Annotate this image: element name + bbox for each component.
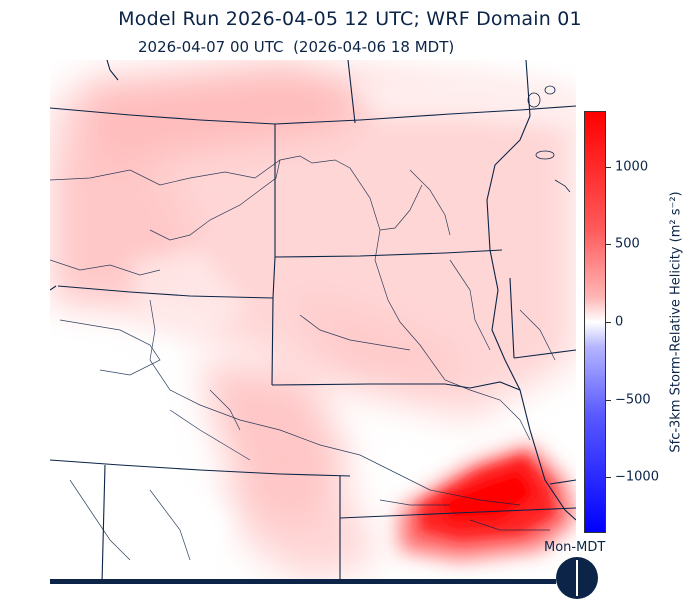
colorbar-tick-label: 500	[615, 236, 640, 252]
colorbar-tick	[606, 244, 611, 246]
colorbar-tick-label: 1000	[615, 159, 649, 175]
map-title: Model Run 2026-04-05 12 UTC; WRF Domain …	[118, 8, 582, 30]
lakes	[527, 85, 571, 193]
colorbar	[584, 111, 606, 533]
colorbar-tick	[606, 399, 611, 401]
valid-time: 2026-04-07 00 UTC (2026-04-06 18 MDT)	[138, 38, 455, 56]
state-boundaries	[50, 60, 576, 583]
timeline-day-label: Mon-MDT	[544, 540, 606, 555]
colorbar-tick-label: −500	[615, 392, 651, 408]
helicity-map	[50, 60, 576, 583]
rivers	[50, 155, 556, 561]
colorbar-tick-label: 0	[615, 314, 624, 330]
clock-hand	[576, 560, 578, 596]
colorbar-tick	[606, 166, 611, 168]
timeline-progress-bar[interactable]	[50, 579, 556, 584]
clock-dial-icon[interactable]	[556, 557, 598, 599]
colorbar-tick	[606, 477, 611, 479]
colorbar-label: Sfc-3km Storm-Relative Helicity (m² s⁻²)	[668, 191, 684, 453]
colorbar-tick	[606, 322, 611, 323]
colorbar-tick-label: −1000	[615, 469, 659, 485]
